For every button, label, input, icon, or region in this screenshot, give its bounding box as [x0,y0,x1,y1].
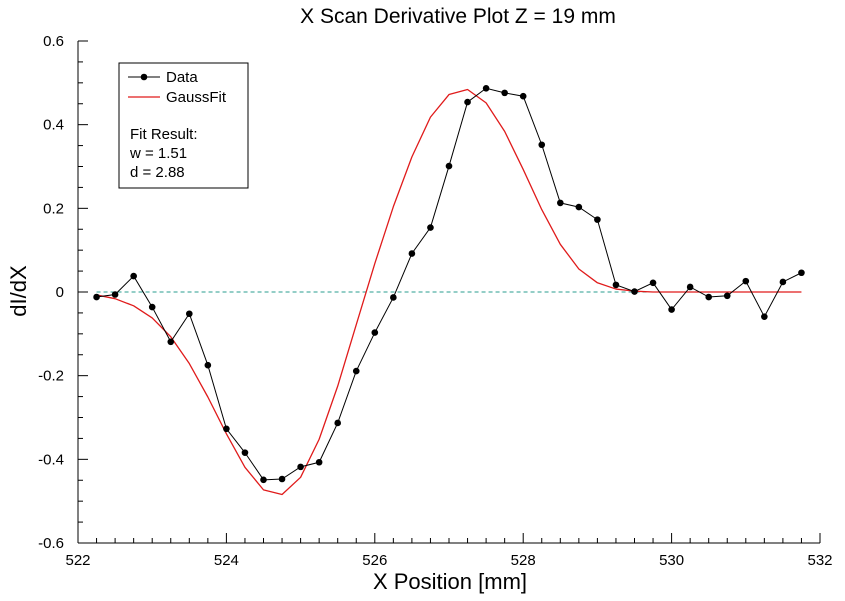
x-tick-label: 524 [214,552,239,569]
data-point [130,272,137,280]
gaussfit-line [96,88,802,496]
y-tick-label: 0.6 [43,33,64,50]
data-point [705,293,712,301]
data-point [186,310,193,318]
data-point [557,199,564,207]
data-point [278,475,286,483]
data-point [371,329,379,336]
y-tick-label: -0.6 [38,535,64,552]
data-point [798,269,805,277]
y-tick-label: 0.4 [43,117,64,134]
data-point [668,306,675,313]
data-point [575,203,583,211]
data-point [612,281,620,289]
x-tick-label: 532 [807,552,832,569]
data-point [779,278,787,286]
x-tick-label: 528 [511,552,536,569]
data-point [408,250,416,257]
data-point [204,361,212,369]
data-point [723,292,731,300]
data-point [390,294,397,301]
data-point [352,367,360,375]
data-point [594,216,601,223]
y-tick-label: -0.2 [38,368,64,385]
legend-gaussfit-label: GaussFit [166,89,227,106]
y-tick-label: 0 [56,284,64,301]
series-layer [93,84,805,496]
data-point [297,463,304,471]
fit-d-value: d = 2.88 [130,164,185,181]
data-point [427,224,434,231]
x-axis-title: X Position [mm] [373,569,527,594]
data-point [742,277,750,285]
legend-box [118,62,249,189]
data-point [148,303,156,311]
y-tick-label: 0.2 [43,200,64,217]
fit-w-value: w = 1.51 [129,145,187,162]
data-point [519,92,527,100]
data-point [482,84,490,92]
y-tick-label: -0.4 [38,451,64,468]
legend-data-marker [140,73,148,81]
x-tick-label: 522 [65,552,90,569]
data-point [167,338,175,346]
data-point [315,458,323,466]
data-point [445,162,453,170]
chart-title: X Scan Derivative Plot Z = 19 mm [300,5,616,28]
data-point [761,313,768,320]
legend-data-label: Data [166,69,198,86]
data-point [223,425,230,433]
data-point [538,141,546,149]
data-point [93,293,100,301]
data-point [631,288,638,295]
fit-result-label: Fit Result: [130,126,198,143]
data-point [111,291,119,298]
data-point [464,98,471,106]
legend: Data GaussFit Fit Result: w = 1.51 d = 2… [118,62,249,189]
data-point [649,279,657,287]
x-tick-label: 526 [362,552,387,569]
data-point [501,89,508,97]
data-point [241,449,249,456]
x-tick-label: 530 [659,552,684,569]
y-axis-title: dI/dX [6,265,31,317]
ticks: -0.6 -0.4 -0.2 0 0.2 0.4 0.6 522 524 526 528 530 532 [38,33,832,569]
data-point [260,476,267,484]
data-point [334,419,342,427]
data-point [686,283,694,291]
